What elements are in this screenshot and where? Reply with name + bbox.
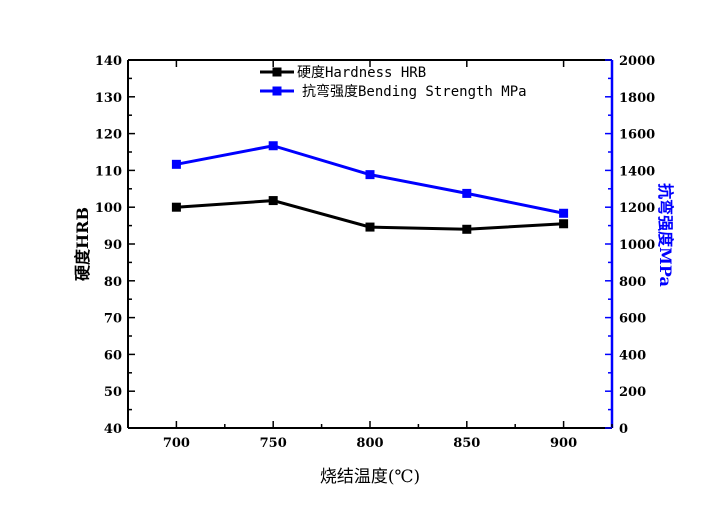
y-right-tick-label: 800 — [619, 275, 646, 290]
y-right-tick-label: 1800 — [619, 91, 655, 106]
y-right-tick-label: 1600 — [619, 128, 655, 143]
y-right-tick-label: 2000 — [619, 54, 655, 69]
y-left-tick-label: 120 — [95, 128, 122, 143]
y-right-tick-label: 1400 — [619, 164, 655, 179]
y-left-tick-label: 100 — [95, 201, 122, 216]
data-point-1 — [365, 170, 375, 180]
data-point-0 — [365, 222, 375, 232]
y-axis-left-label: 硬度HRB — [73, 207, 92, 281]
y-right-tick-label: 1200 — [619, 201, 655, 216]
legend-label-1: 抗弯强度Bending Strength MPa — [302, 83, 527, 100]
y-left-tick-label: 40 — [104, 422, 122, 437]
x-axis-label: 烧结温度(℃) — [320, 467, 420, 487]
y-left-tick-label: 50 — [104, 385, 122, 400]
x-tick-label: 750 — [260, 436, 287, 451]
y-left-tick-label: 90 — [104, 238, 122, 253]
y-left-tick-label: 110 — [95, 164, 122, 179]
y-axis-right-label: 抗弯强度MPa — [656, 183, 675, 287]
data-point-0 — [171, 202, 181, 212]
legend-marker-1 — [272, 86, 282, 96]
legend-marker-0 — [272, 67, 282, 77]
legend-label-0: 硬度Hardness HRB — [297, 65, 426, 81]
y-right-tick-label: 0 — [619, 422, 628, 437]
y-left-tick-label: 80 — [104, 275, 122, 290]
data-point-1 — [268, 141, 278, 151]
x-tick-label: 900 — [550, 436, 577, 451]
legend: 硬度Hardness HRB 抗弯强度Bending Strength MPa — [260, 65, 527, 100]
y-left-tick-label: 60 — [104, 348, 122, 363]
y-left-tick-label: 130 — [95, 91, 122, 106]
data-point-1 — [462, 188, 472, 198]
x-tick-label: 850 — [453, 436, 480, 451]
y-right-tick-label: 1000 — [619, 238, 655, 253]
data-point-0 — [268, 196, 278, 206]
data-point-1 — [171, 159, 181, 169]
x-tick-label: 800 — [356, 436, 383, 451]
data-point-0 — [559, 219, 569, 229]
data-point-1 — [559, 208, 569, 218]
data-point-0 — [462, 224, 472, 234]
y-right-tick-label: 400 — [619, 348, 646, 363]
y-left-tick-label: 70 — [104, 312, 122, 327]
y-right-tick-label: 600 — [619, 312, 646, 327]
y-right-tick-label: 200 — [619, 385, 646, 400]
y-left-tick-label: 140 — [95, 54, 122, 69]
x-tick-label: 700 — [163, 436, 190, 451]
